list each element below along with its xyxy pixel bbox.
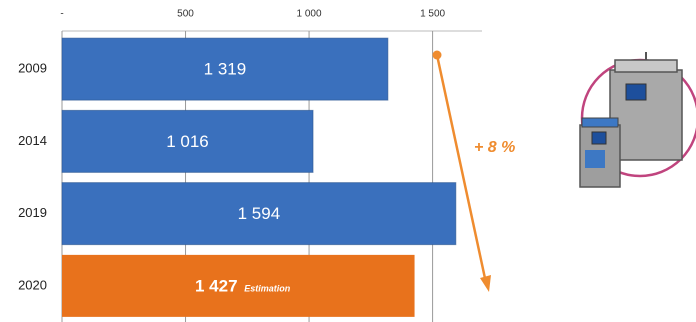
trend-arrow-head	[480, 275, 491, 292]
bar	[61, 182, 457, 246]
machine-illustration	[579, 52, 696, 188]
y-tick-label: 2009	[18, 61, 47, 76]
growth-annotation: + 8 %	[474, 139, 515, 156]
bar	[61, 37, 389, 101]
x-tick-label: 1 000	[297, 9, 322, 20]
value-label: 1 427	[195, 276, 238, 295]
value-label: 1 319	[204, 60, 247, 79]
y-tick-label: 2019	[18, 205, 47, 220]
y-tick-label: 2014	[18, 133, 47, 148]
trend-arrow-start	[432, 50, 442, 60]
value-label: 1 594	[238, 204, 281, 223]
value-label: 1 016	[166, 132, 209, 151]
x-tick-label: 500	[177, 9, 194, 20]
y-tick-label: 2020	[18, 277, 47, 292]
x-tick-label: -	[60, 9, 63, 20]
bar	[61, 109, 314, 173]
trend-arrow	[435, 54, 488, 284]
bar	[62, 254, 415, 317]
estimation-note: Estimation	[244, 283, 291, 293]
x-tick-label: 1 500	[420, 9, 445, 20]
